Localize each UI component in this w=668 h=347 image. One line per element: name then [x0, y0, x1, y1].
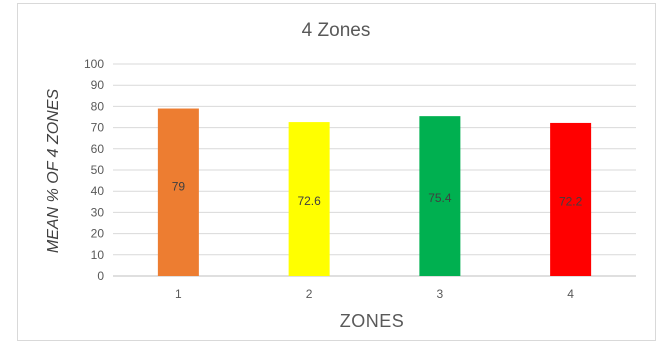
- x-axis-ticks: 1 2 3 4: [175, 287, 574, 301]
- data-label-zone-2: 72.6: [297, 194, 321, 208]
- data-label-zone-4: 72.2: [559, 194, 583, 208]
- x-tick-label: 4: [567, 287, 574, 301]
- y-tick-label: 50: [91, 163, 105, 177]
- chart-title: 4 Zones: [302, 20, 371, 41]
- y-tick-label: 20: [91, 227, 105, 241]
- bars: [157, 108, 592, 277]
- y-tick-label: 100: [84, 57, 104, 71]
- y-tick-label: 80: [91, 99, 105, 113]
- data-label-zone-3: 75.4: [428, 191, 452, 205]
- chart-frame: [17, 3, 656, 341]
- data-labels: 79 72.6 75.4 72.2: [172, 179, 583, 208]
- y-axis-ticks: 0 10 20 30 40 50 60 70 80 90 100: [84, 57, 104, 283]
- y-tick-label: 30: [91, 205, 105, 219]
- gridlines: [113, 63, 636, 277]
- data-label-zone-1: 79: [172, 179, 186, 193]
- x-tick-label: 2: [306, 287, 313, 301]
- y-tick-label: 0: [97, 269, 104, 283]
- y-tick-label: 10: [91, 248, 105, 262]
- y-tick-label: 60: [91, 142, 105, 156]
- bar-zone-3: [419, 116, 461, 276]
- y-tick-label: 90: [91, 78, 105, 92]
- bar-zone-1: [157, 108, 199, 277]
- y-axis-title: MEAN % OF 4 ZONES: [45, 89, 62, 254]
- x-tick-label: 3: [437, 287, 444, 301]
- bar-zone-4: [550, 122, 592, 276]
- x-axis-title: ZONES: [340, 311, 405, 331]
- x-tick-label: 1: [175, 287, 182, 301]
- y-tick-label: 40: [91, 184, 105, 198]
- y-tick-label: 70: [91, 121, 105, 135]
- bar-zone-2: [288, 122, 330, 276]
